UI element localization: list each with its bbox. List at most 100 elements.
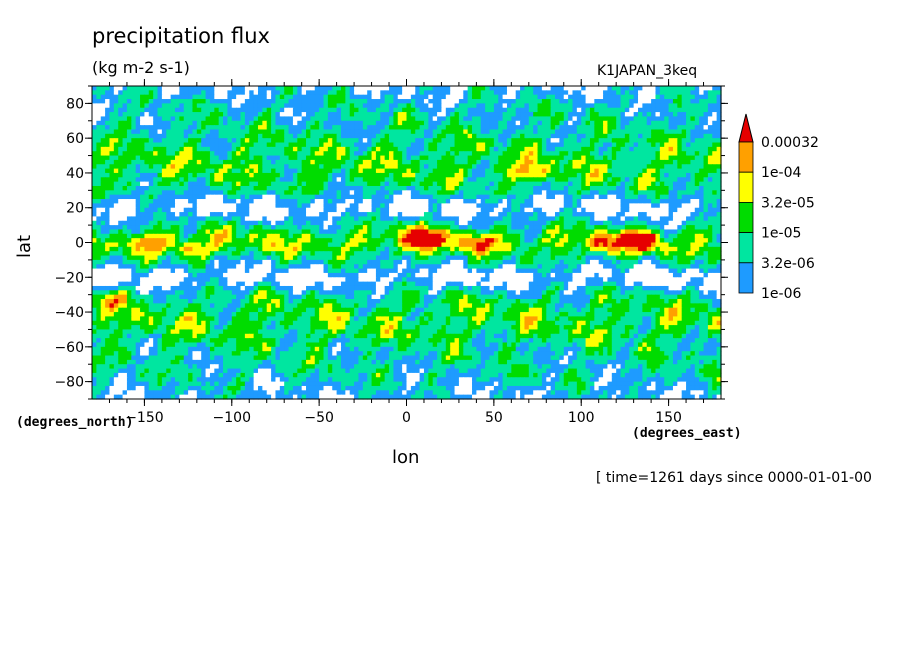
field-cell [201,142,207,148]
field-cell [140,94,146,100]
field-cell [118,177,124,183]
field-cell [415,207,421,213]
field-cell [633,225,639,231]
field-cell [694,164,700,170]
field-cell [371,168,377,174]
field-cell [345,199,351,204]
field-cell [349,116,355,122]
field-cell [638,125,643,131]
field-cell [140,233,146,239]
field-cell [297,177,303,183]
field-cell [598,94,604,100]
field-cell [694,207,700,213]
field-cell [354,133,360,139]
field-cell [642,229,648,235]
field-cell [161,129,167,135]
field-cell [375,207,381,213]
field-cell [367,185,373,191]
field-cell [196,203,202,209]
field-cell [166,177,172,183]
field-cell [100,112,106,118]
field-cell [227,112,233,118]
field-cell [332,120,338,126]
field-cell [301,138,307,144]
field-cell [153,212,159,218]
field-cell [271,90,277,96]
field-cell [284,86,290,91]
field-cell [310,172,316,178]
field-cell [642,129,648,135]
field-cell [170,112,176,118]
field-cell [144,207,150,213]
field-cell [437,116,443,122]
field-cell [96,216,102,222]
field-cell [563,194,569,200]
field-cell [249,125,255,131]
field-cell [703,199,709,204]
field-cell [244,199,250,204]
field-cell [188,216,194,222]
field-cell [524,120,530,126]
field-cell [183,199,189,204]
field-cell [432,138,438,144]
field-cell [629,86,635,91]
field-cell [646,142,652,148]
field-cell [594,181,600,187]
field-cell [493,172,499,178]
field-cell [624,177,630,183]
field-cell [677,203,683,209]
field-cell [624,164,630,170]
field-cell [301,177,307,183]
field-cell [96,146,102,152]
field-cell [624,112,630,118]
field-cell [506,86,512,91]
field-cell [236,181,242,187]
field-cell [681,138,687,144]
field-cell [214,86,220,91]
field-cell [118,125,124,131]
field-cell [463,190,469,196]
field-cell [218,94,224,100]
field-cell [371,185,377,191]
field-cell [354,164,360,170]
field-cell [393,146,399,152]
field-cell [515,203,521,209]
field-cell [515,155,521,161]
field-cell [345,133,351,139]
field-cell [284,172,290,178]
field-cell [432,177,438,183]
field-cell [576,155,582,161]
field-cell [467,86,473,91]
field-cell [354,107,360,113]
field-cell [148,103,154,109]
field-cell [109,159,115,165]
field-cell [262,185,268,191]
field-cell [423,107,429,113]
field-cell [367,112,373,118]
field-cell [131,103,137,109]
field-cell [520,94,526,100]
field-cell [332,146,338,152]
field-cell [310,168,316,174]
field-cell [677,164,683,170]
field-cell [659,207,665,213]
field-cell [266,225,272,231]
field-cell [157,107,163,113]
field-cell [148,86,154,91]
field-cell [279,199,285,204]
field-cell [144,155,150,161]
field-cell [174,225,180,231]
field-cell [589,151,595,157]
field-cell [406,190,412,196]
field-cell [598,229,604,235]
field-cell [659,90,665,96]
field-cell [157,112,163,118]
field-cell [166,229,172,235]
field-cell [393,151,399,157]
field-cell [240,94,246,100]
field-cell [476,94,482,100]
field-cell [572,107,578,113]
field-cell [105,133,111,139]
field-cell [664,199,670,204]
field-cell [367,129,373,135]
